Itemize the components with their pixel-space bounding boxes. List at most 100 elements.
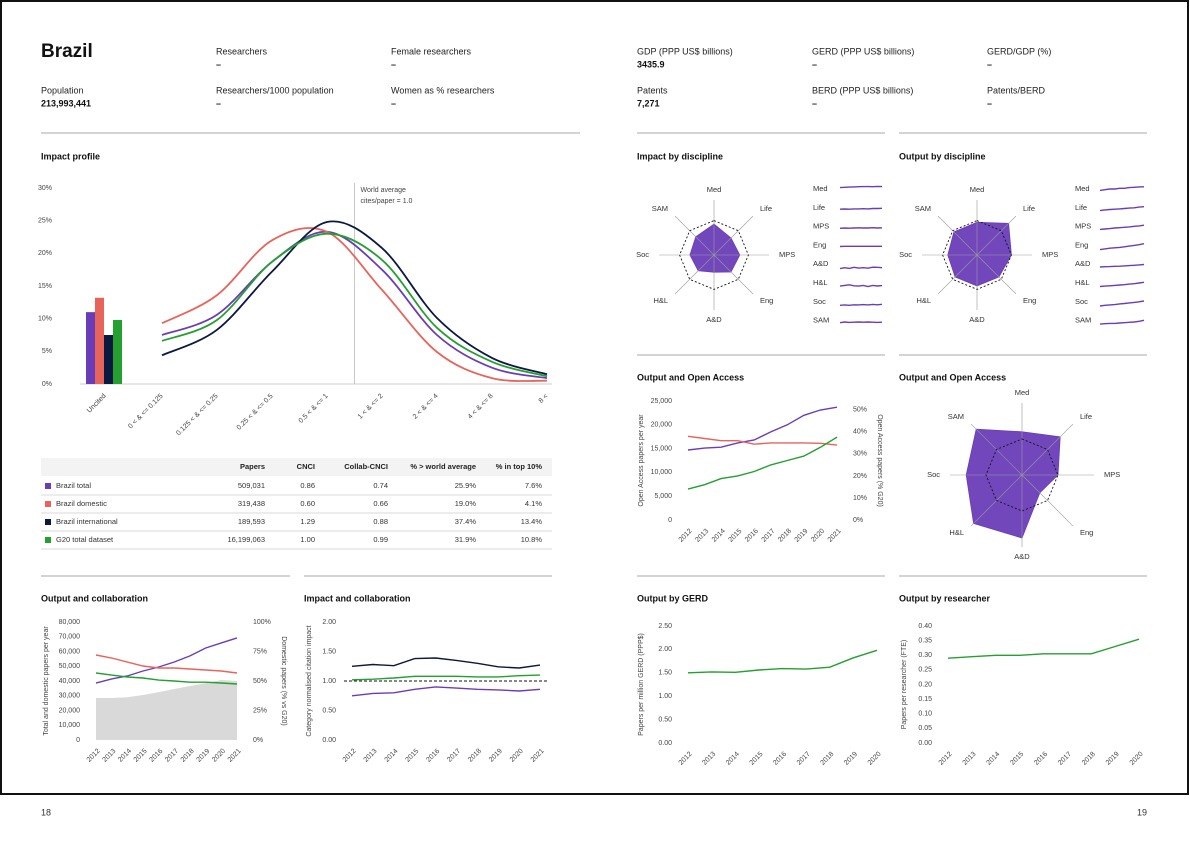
legend-swatch bbox=[45, 537, 51, 543]
field-label: BERD (PPP US$ billions) bbox=[812, 85, 913, 95]
trend-line bbox=[839, 185, 883, 189]
y-tick-label: 40,000 bbox=[59, 678, 81, 685]
table-cell: 189,593 bbox=[238, 517, 265, 526]
x-tick-label: 0 < & <= 0.125 bbox=[127, 393, 165, 431]
radar-axis-label: MPS bbox=[1104, 470, 1120, 479]
line bbox=[95, 637, 238, 684]
field-label: Researchers bbox=[216, 46, 268, 56]
radar-axis-label: Med bbox=[707, 185, 722, 194]
y-tick-label: 2.00 bbox=[322, 619, 336, 626]
table-row-label: Brazil total bbox=[56, 481, 91, 490]
table-cell: 25.9% bbox=[455, 481, 477, 490]
y-tick-label: 50% bbox=[853, 407, 867, 414]
field-label: Patents/BERD bbox=[987, 85, 1046, 95]
x-tick-label: 2013 bbox=[101, 748, 117, 764]
x-tick-label: 4 < & <= 8 bbox=[467, 393, 495, 421]
field-value: – bbox=[987, 98, 992, 108]
trend-line bbox=[839, 226, 883, 229]
y-tick-label: 70,000 bbox=[59, 634, 81, 641]
trend-label: Med bbox=[1075, 184, 1090, 193]
y-tick-label: 0.40 bbox=[918, 623, 932, 630]
bar bbox=[104, 335, 113, 384]
table-cell: 0.88 bbox=[373, 517, 388, 526]
table-header: Collab-CNCI bbox=[344, 462, 388, 471]
field-label: Researchers/1000 population bbox=[216, 85, 334, 95]
y-axis-label: Papers per researcher (FTE) bbox=[901, 640, 908, 729]
x-tick-label: 2015 bbox=[749, 751, 765, 767]
radar-axis-label: Med bbox=[1015, 388, 1030, 397]
trend-label: Life bbox=[1075, 203, 1087, 212]
line bbox=[687, 649, 878, 674]
x-tick-label: 2013 bbox=[363, 748, 379, 764]
radar-axis-label: Soc bbox=[927, 470, 940, 479]
x-tick-label: 2019 bbox=[843, 751, 859, 767]
y-tick-label: 25,000 bbox=[651, 398, 673, 405]
x-tick-label: 2021 bbox=[227, 748, 243, 764]
x-tick-label: 0.5 < & <= 1 bbox=[298, 393, 330, 425]
line bbox=[687, 435, 838, 446]
radar-axis-label: A&D bbox=[969, 315, 985, 324]
x-tick-label: 2013 bbox=[694, 528, 710, 544]
table-cell: 19.0% bbox=[455, 499, 477, 508]
chart-title: Impact profile bbox=[41, 151, 100, 161]
chart-title: Impact by discipline bbox=[637, 151, 723, 161]
y-tick-label: 20,000 bbox=[651, 422, 673, 429]
y-tick-label: 20% bbox=[38, 250, 52, 257]
y-tick-label: 0.35 bbox=[918, 637, 932, 644]
field-label: Population bbox=[41, 85, 84, 95]
field-value: – bbox=[391, 59, 396, 69]
trend-line bbox=[839, 303, 883, 307]
y-tick-label: 5% bbox=[42, 348, 52, 355]
y-tick-label: 75% bbox=[253, 648, 267, 655]
radar-area bbox=[689, 223, 741, 273]
y-tick-label: 0.30 bbox=[918, 652, 932, 659]
page-number: 18 bbox=[41, 807, 51, 817]
x-tick-label: 2014 bbox=[986, 751, 1002, 767]
radar-axis-label: Eng bbox=[1023, 296, 1036, 305]
table-cell: 7.6% bbox=[525, 481, 542, 490]
x-tick-label: 2021 bbox=[530, 748, 546, 764]
line bbox=[687, 406, 838, 451]
radar-axis-label: H&L bbox=[653, 296, 668, 305]
y-tick-label: 25% bbox=[253, 707, 267, 714]
table-cell: 16,199,063 bbox=[227, 535, 265, 544]
table-header: % in top 10% bbox=[496, 462, 543, 471]
x-tick-label: 2016 bbox=[425, 748, 441, 764]
x-tick-label: 2012 bbox=[678, 528, 694, 544]
x-tick-label: 2012 bbox=[678, 751, 694, 767]
x-tick-label: Uncited bbox=[86, 393, 108, 415]
y-tick-label: 0.20 bbox=[918, 681, 932, 688]
y-tick-label: 1.00 bbox=[658, 693, 672, 700]
radar-spoke bbox=[674, 215, 715, 256]
x-tick-label: 2019 bbox=[488, 748, 504, 764]
x-tick-label: 2012 bbox=[342, 748, 358, 764]
y-tick-label: 0% bbox=[42, 381, 52, 388]
y-tick-label: 40% bbox=[853, 429, 867, 436]
table-cell: 37.4% bbox=[455, 517, 477, 526]
x-tick-label: 2017 bbox=[796, 751, 812, 767]
x-tick-label: 2019 bbox=[794, 528, 810, 544]
y2-axis-label: Domestic papers (% vs G20) bbox=[280, 636, 287, 725]
x-tick-label: 2018 bbox=[467, 748, 483, 764]
trend-label: Soc bbox=[1075, 297, 1088, 306]
table-cell: 10.8% bbox=[521, 535, 543, 544]
radar-axis-label: MPS bbox=[779, 250, 795, 259]
x-tick-label: 2013 bbox=[962, 751, 978, 767]
y-tick-label: 60,000 bbox=[59, 648, 81, 655]
table-cell: 509,031 bbox=[238, 481, 265, 490]
radar-axis-label: A&D bbox=[1014, 552, 1030, 561]
x-tick-label: 2016 bbox=[1033, 751, 1049, 767]
y-tick-label: 30% bbox=[853, 451, 867, 458]
field-label: GERD (PPP US$ billions) bbox=[812, 46, 914, 56]
page-number: 19 bbox=[1137, 807, 1147, 817]
line bbox=[351, 657, 541, 669]
x-tick-label: 2020 bbox=[509, 748, 525, 764]
y-axis-label: Open Access papers per year bbox=[638, 414, 645, 507]
line bbox=[351, 674, 541, 681]
x-tick-label: 2015 bbox=[1009, 751, 1025, 767]
radar-axis-label: Soc bbox=[899, 250, 912, 259]
radar-axis-label: Life bbox=[1023, 204, 1035, 213]
x-tick-label: 2014 bbox=[117, 748, 133, 764]
x-tick-label: 2017 bbox=[164, 748, 180, 764]
y-tick-label: 0.50 bbox=[322, 707, 336, 714]
